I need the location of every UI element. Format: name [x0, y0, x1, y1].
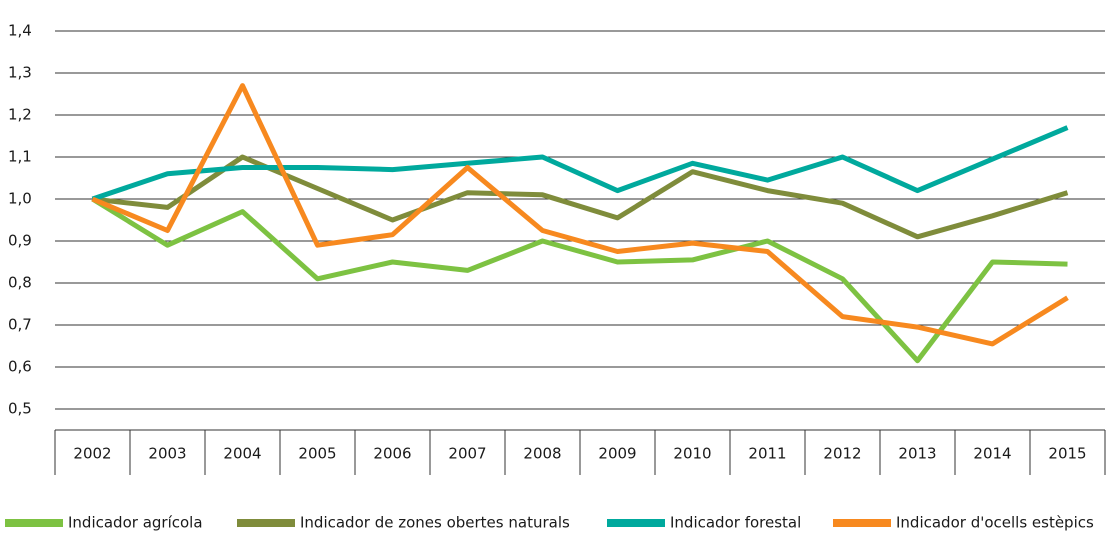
y-tick-label: 0,7: [8, 316, 32, 334]
y-tick-label: 1,0: [8, 190, 32, 208]
x-tick-label: 2006: [373, 445, 411, 463]
x-tick-label: 2012: [823, 445, 861, 463]
x-tick-label: 2007: [448, 445, 486, 463]
x-tick-label: 2004: [223, 445, 261, 463]
y-tick-label: 0,9: [8, 232, 32, 250]
x-tick-label: 2002: [73, 445, 111, 463]
series-line: [91, 196, 1068, 364]
x-tick-label: 2005: [298, 445, 336, 463]
x-tick-label: 2008: [523, 445, 561, 463]
x-tick-label: 2015: [1048, 445, 1086, 463]
x-tick-label: 2010: [673, 445, 711, 463]
y-tick-label: 1,2: [8, 106, 32, 124]
legend-label: Indicador agrícola: [68, 514, 203, 532]
y-tick-label: 1,4: [8, 22, 32, 40]
x-tick-label: 2003: [148, 445, 186, 463]
y-tick-label: 0,6: [8, 358, 32, 376]
y-tick-label: 0,5: [8, 400, 32, 418]
series-line: [91, 125, 1069, 202]
y-tick-label: 1,3: [8, 64, 32, 82]
x-tick-label: 2014: [973, 445, 1011, 463]
legend-swatch: [833, 519, 891, 527]
series-line: [91, 83, 1069, 347]
legend-label: Indicador d'ocells estèpics: [896, 514, 1094, 532]
legend-swatch: [237, 519, 295, 527]
x-tick-label: 2009: [598, 445, 636, 463]
series-line: [92, 154, 1069, 240]
legend-swatch: [607, 519, 665, 527]
x-tick-label: 2011: [748, 445, 786, 463]
x-tick-label: 2013: [898, 445, 936, 463]
legend-label: Indicador de zones obertes naturals: [300, 514, 570, 532]
y-tick-label: 0,8: [8, 274, 32, 292]
legend-swatch: [5, 519, 63, 527]
y-tick-label: 1,1: [8, 148, 32, 166]
legend-label: Indicador forestal: [670, 514, 801, 532]
